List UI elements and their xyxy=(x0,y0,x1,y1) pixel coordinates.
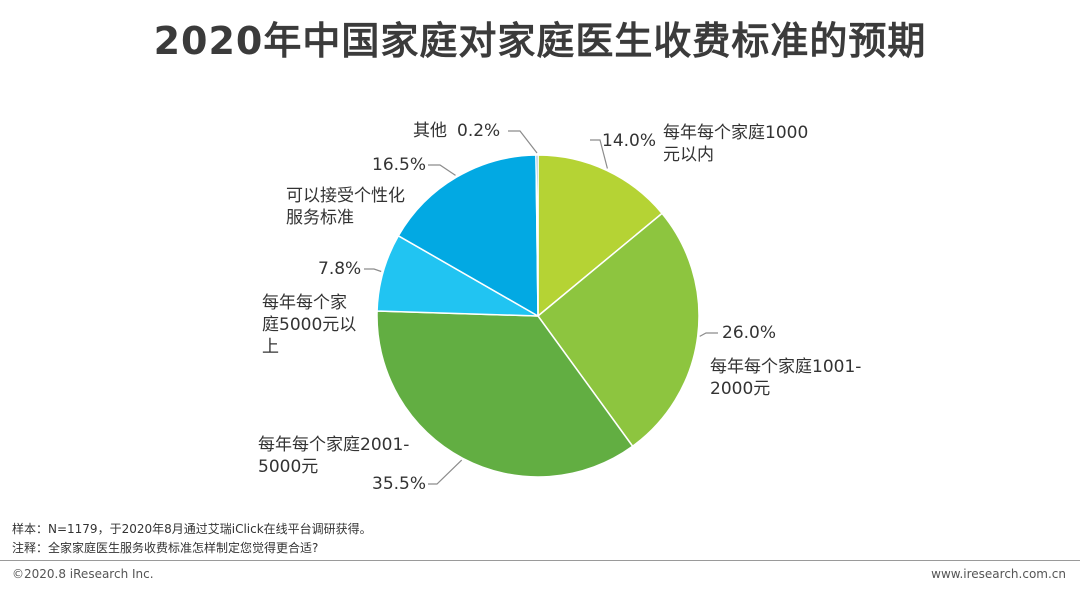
slice-label-2-line-2: 2000元 xyxy=(710,379,770,399)
pie-slices xyxy=(376,154,700,478)
slice-percent-1: 14.0% xyxy=(602,131,656,151)
slice-label-4-line-1: 每年每个家 xyxy=(262,293,347,313)
slice-percent-6: 0.2% xyxy=(457,121,500,141)
slice-label-5-line-1: 可以接受个性化 xyxy=(286,186,405,206)
sample-note: 样本：N=1179，于2020年8月通过艾瑞iClick在线平台调研获得。 xyxy=(12,522,372,536)
copyright-text: ©2020.8 iResearch Inc. xyxy=(12,567,154,581)
slice-label-3-line-1: 每年每个家庭2001- xyxy=(258,435,409,455)
comment-note: 注释：全家家庭医生服务收费标准怎样制定您觉得更合适? xyxy=(12,541,319,555)
slice-label-2-line-1: 每年每个家庭1001- xyxy=(710,357,861,377)
slice-label-1-line-2: 元以内 xyxy=(663,145,714,165)
pie-slice-2 xyxy=(536,212,700,448)
pie-slice-5 xyxy=(397,154,539,318)
slice-percent-5: 16.5% xyxy=(372,155,426,175)
slice-percent-4: 7.8% xyxy=(318,259,361,279)
chart-title: 2020年中国家庭对家庭医生收费标准的预期 xyxy=(153,19,927,63)
slice-label-4-line-2: 庭5000元以 xyxy=(262,315,356,335)
slice-label-1-line-1: 每年每个家庭1000 xyxy=(663,123,808,143)
slice-percent-2: 26.0% xyxy=(722,323,776,343)
footer-divider xyxy=(0,560,1080,561)
slice-label-6-line-1: 其他 xyxy=(413,121,447,141)
leader-line-3 xyxy=(428,459,463,485)
slice-label-4-line-3: 上 xyxy=(262,337,279,357)
pie-slice-1 xyxy=(537,154,664,318)
leader-line-4 xyxy=(364,268,382,273)
pie-slice-6 xyxy=(535,154,539,317)
leader-lines xyxy=(364,130,718,485)
slice-percent-3: 35.5% xyxy=(372,474,426,494)
slice-label-5-line-2: 服务标准 xyxy=(286,208,354,228)
leader-line-1 xyxy=(590,139,608,169)
leader-line-5 xyxy=(428,164,456,176)
leader-line-2 xyxy=(699,332,718,337)
pie-slice-3 xyxy=(376,310,634,478)
leader-line-6 xyxy=(508,130,538,154)
slice-label-3-line-2: 5000元 xyxy=(258,457,318,477)
website-link[interactable]: www.iresearch.com.cn xyxy=(931,567,1066,581)
